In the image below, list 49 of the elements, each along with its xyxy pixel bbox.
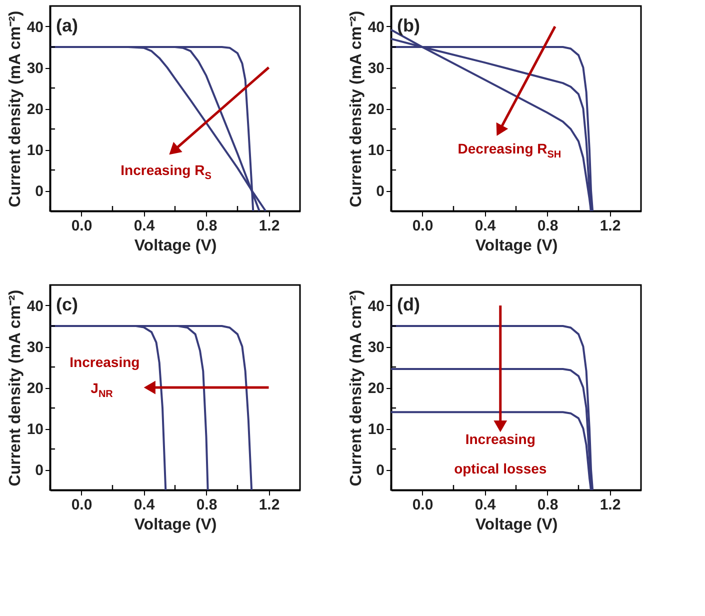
x-axis-title: Voltage (V) xyxy=(475,238,558,254)
annotation: Increasing optical losses xyxy=(454,430,547,476)
text: (a) xyxy=(56,16,78,36)
x-tick-label: 0.0 xyxy=(412,218,434,234)
y-tick-label: 0 xyxy=(376,183,384,200)
y-tick-label: 0 xyxy=(376,462,384,479)
x-axis-title: Voltage (V) xyxy=(134,238,217,254)
y-tick-label: 30 xyxy=(26,60,44,77)
y-tick-label: 0 xyxy=(35,183,44,200)
y-tick-label: 30 xyxy=(368,60,384,77)
y-tick-label: 10 xyxy=(368,421,384,438)
y-tick-label: 40 xyxy=(368,19,384,36)
x-tick-label: 0.0 xyxy=(71,218,92,234)
x-tick-label: 0.0 xyxy=(71,496,92,514)
y-tick-label: 40 xyxy=(368,298,384,315)
y-axis-title: Current density (mA cm⁻²) xyxy=(6,290,24,486)
y-tick-label: 10 xyxy=(26,142,44,159)
y-tick-label: 30 xyxy=(26,339,44,356)
x-tick-label: 0.8 xyxy=(196,496,218,514)
y-tick-label: 30 xyxy=(368,339,384,356)
x-tick-label: 1.2 xyxy=(258,218,280,234)
y-axis-title: Current density (mA cm⁻²) xyxy=(348,10,365,208)
x-tick-label: 0.8 xyxy=(537,496,558,514)
x-tick-label: 1.2 xyxy=(600,218,621,234)
text: (c) xyxy=(56,294,78,314)
x-tick-label: 1.2 xyxy=(600,496,621,514)
y-tick-label: 10 xyxy=(368,142,384,159)
x-axis-title: Voltage (V) xyxy=(134,516,217,534)
y-tick-label: 40 xyxy=(26,298,44,315)
y-tick-label: 40 xyxy=(26,19,44,36)
x-tick-label: 0.4 xyxy=(474,496,496,514)
y-tick-label: 20 xyxy=(368,380,384,397)
x-tick-label: 0.4 xyxy=(134,496,156,514)
x-tick-label: 0.4 xyxy=(474,218,496,234)
y-tick-label: 10 xyxy=(26,421,44,438)
y-tick-label: 20 xyxy=(26,380,44,397)
text: (d) xyxy=(397,294,420,314)
x-axis-title: Voltage (V) xyxy=(475,516,558,534)
x-tick-label: 0.4 xyxy=(134,218,156,234)
x-tick-label: 0.8 xyxy=(537,218,558,234)
x-tick-label: 0.8 xyxy=(196,218,218,234)
y-tick-label: 20 xyxy=(26,101,44,118)
y-axis-title: Current density (mA cm⁻²) xyxy=(6,10,24,208)
y-axis-title: Current density (mA cm⁻²) xyxy=(348,290,365,486)
x-tick-label: 0.0 xyxy=(412,496,434,514)
text: (b) xyxy=(397,16,420,36)
y-tick-label: 20 xyxy=(368,101,384,118)
x-tick-label: 1.2 xyxy=(258,496,280,514)
y-tick-label: 0 xyxy=(35,462,44,479)
